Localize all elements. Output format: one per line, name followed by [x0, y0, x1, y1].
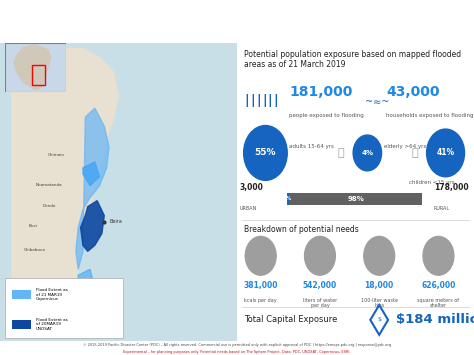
- Text: people exposed to flooding: people exposed to flooding: [289, 113, 364, 118]
- Bar: [12, 320, 31, 329]
- Text: Dondo: Dondo: [43, 204, 56, 208]
- Text: Chimoio: Chimoio: [47, 153, 64, 157]
- Text: 181,000: 181,000: [289, 85, 353, 99]
- Text: Total Capital Exposure: Total Capital Exposure: [244, 315, 337, 323]
- Text: 178,000: 178,000: [434, 183, 468, 192]
- Text: kcals per day: kcals per day: [245, 297, 277, 302]
- Text: Flood Extent as
of 20MAR19
UNOSAT: Flood Extent as of 20MAR19 UNOSAT: [36, 318, 67, 331]
- Text: |: |: [262, 94, 266, 107]
- Text: 100-liter waste
bins: 100-liter waste bins: [361, 297, 398, 308]
- Text: Chibabava: Chibabava: [24, 248, 46, 252]
- Text: Based on Available Satellite Derived Flood Data - 21 March 2019: Based on Available Satellite Derived Flo…: [9, 31, 243, 37]
- Text: square meters of
shelter: square meters of shelter: [418, 297, 459, 308]
- Text: elderly >64 yrs: elderly >64 yrs: [384, 144, 426, 149]
- Bar: [32, 65, 45, 85]
- Bar: [12, 290, 31, 299]
- Text: Experimental – for planning purposes only. Potential needs based on The Sphere P: Experimental – for planning purposes onl…: [123, 350, 351, 354]
- Text: 43,000: 43,000: [386, 85, 440, 99]
- Text: RURAL: RURAL: [434, 206, 450, 211]
- Text: Nhamatanda: Nhamatanda: [36, 183, 62, 187]
- Circle shape: [427, 129, 465, 177]
- Text: 626,000: 626,000: [421, 281, 456, 290]
- Text: 381,000: 381,000: [244, 281, 278, 290]
- Polygon shape: [12, 49, 118, 335]
- Text: | GLOBAL: | GLOBAL: [424, 13, 456, 21]
- Text: Buzi: Buzi: [28, 224, 37, 229]
- Text: © 2015-2019 Pacific Disaster Center (PDC) – All rights reserved. Commercial use : © 2015-2019 Pacific Disaster Center (PDC…: [83, 343, 391, 347]
- Text: |: |: [244, 94, 249, 107]
- Circle shape: [244, 126, 287, 180]
- Text: Tropical Cyclone Idai – Impact Analysis of Floodwaters in Mozambique: Tropical Cyclone Idai – Impact Analysis …: [9, 11, 422, 21]
- Text: children <15 yrs: children <15 yrs: [409, 180, 454, 185]
- Text: 542,000: 542,000: [303, 281, 337, 290]
- Text: Flood Extent as
of 21 MAR19
Copernicus: Flood Extent as of 21 MAR19 Copernicus: [36, 288, 67, 301]
- Circle shape: [246, 236, 276, 275]
- Circle shape: [353, 135, 382, 171]
- Text: households exposed to flooding: households exposed to flooding: [386, 113, 474, 118]
- Text: liters of water
per day: liters of water per day: [303, 297, 337, 308]
- Text: $: $: [377, 317, 381, 322]
- Circle shape: [304, 236, 336, 275]
- Polygon shape: [83, 162, 100, 186]
- Text: PDC: PDC: [401, 13, 426, 24]
- Polygon shape: [81, 201, 104, 251]
- Bar: [287, 193, 290, 206]
- Text: $184 million: $184 million: [396, 313, 474, 327]
- Bar: [290, 193, 422, 206]
- Text: Breakdown of potential needs: Breakdown of potential needs: [244, 224, 359, 234]
- Text: ~≈~: ~≈~: [365, 96, 389, 106]
- Text: 55%: 55%: [255, 148, 276, 157]
- Text: 18,000: 18,000: [365, 281, 394, 290]
- Polygon shape: [14, 45, 51, 90]
- Text: 4%: 4%: [361, 150, 374, 156]
- Text: |: |: [268, 94, 273, 107]
- Text: 98%: 98%: [347, 196, 364, 202]
- Text: adults 15-64 yrs: adults 15-64 yrs: [289, 144, 334, 149]
- Circle shape: [423, 236, 454, 275]
- Text: ⛹: ⛹: [411, 148, 418, 158]
- Text: 3,000: 3,000: [239, 183, 263, 192]
- Polygon shape: [76, 108, 109, 269]
- Text: 41%: 41%: [437, 148, 455, 157]
- Text: |: |: [250, 94, 255, 107]
- Text: |: |: [274, 94, 278, 107]
- Text: URBAN: URBAN: [239, 206, 257, 211]
- FancyBboxPatch shape: [5, 278, 123, 338]
- Text: |: |: [256, 94, 261, 107]
- Circle shape: [364, 236, 394, 275]
- Text: 2%: 2%: [284, 196, 292, 201]
- Text: Beira: Beira: [109, 219, 122, 224]
- Text: Potential population exposure based on mapped flooded
areas as of 21 March 2019: Potential population exposure based on m…: [244, 50, 461, 70]
- Polygon shape: [78, 269, 95, 296]
- Text: ⛹: ⛹: [338, 148, 345, 158]
